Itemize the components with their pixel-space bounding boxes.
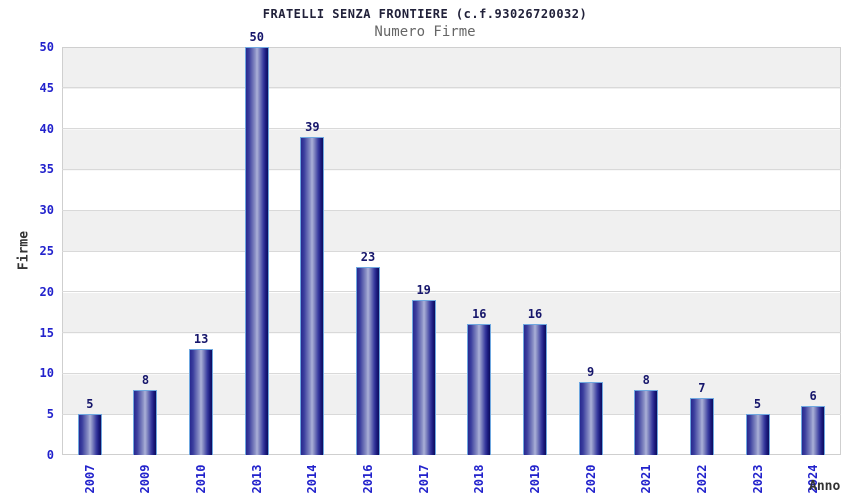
x-tick-label: 2010 xyxy=(194,464,209,494)
x-tick-label: 2014 xyxy=(305,464,320,494)
x-tick-label: 2013 xyxy=(249,464,264,494)
y-tick-label: 30 xyxy=(39,203,54,218)
y-tick-label: 45 xyxy=(39,80,54,95)
gridline xyxy=(62,168,841,170)
bar-value-label: 50 xyxy=(249,30,264,44)
bar xyxy=(578,381,603,455)
bar xyxy=(300,136,325,455)
y-tick-label: 15 xyxy=(39,325,54,340)
bar-value-label: 9 xyxy=(586,364,595,379)
x-tick-label: 2021 xyxy=(639,464,654,494)
chart-title: FRATELLI SENZA FRONTIERE (c.f.9302672003… xyxy=(262,7,588,21)
bar xyxy=(133,389,158,455)
bar xyxy=(189,348,214,455)
x-tick-label: 2018 xyxy=(472,464,487,494)
bar xyxy=(745,414,770,455)
bar-value-label: 13 xyxy=(193,331,209,346)
bar xyxy=(244,47,269,455)
bar xyxy=(522,324,547,455)
y-axis-title: Firme xyxy=(16,230,32,271)
bar xyxy=(634,389,659,455)
chart-subtitle: Numero Firme xyxy=(374,24,476,40)
gridline xyxy=(62,291,841,293)
bar-value-label: 8 xyxy=(141,372,150,387)
gridline xyxy=(62,413,841,415)
y-tick-label: 5 xyxy=(46,407,54,422)
y-tick-label: 50 xyxy=(39,40,54,54)
gridline xyxy=(62,372,841,374)
bar xyxy=(689,397,714,455)
bar xyxy=(77,414,102,455)
bar-value-label: 8 xyxy=(642,372,650,387)
x-tick-label: 2007 xyxy=(82,464,97,494)
bar-value-label: 23 xyxy=(360,250,376,265)
x-axis-title: Anno xyxy=(809,479,841,494)
bar-value-label: 5 xyxy=(86,397,94,412)
y-tick-label: 0 xyxy=(46,448,54,462)
bar-value-label: 16 xyxy=(472,307,487,322)
bar xyxy=(356,267,381,455)
bar xyxy=(411,299,436,455)
x-tick-label: 2009 xyxy=(138,464,153,494)
bar-value-label: 39 xyxy=(305,119,320,134)
gridline xyxy=(62,209,841,211)
gridline xyxy=(62,250,841,252)
gridline xyxy=(62,332,841,334)
bar-value-label: 5 xyxy=(753,397,762,412)
x-tick-label: 2022 xyxy=(694,464,709,494)
x-tick-label: 2020 xyxy=(583,464,598,494)
bar-value-label: 6 xyxy=(809,389,817,404)
bar-value-label: 7 xyxy=(698,380,706,395)
x-tick-label: 2016 xyxy=(361,464,376,494)
bar-value-label: 16 xyxy=(527,307,543,322)
bar xyxy=(467,324,492,455)
x-tick-label: 2019 xyxy=(527,464,542,494)
bar xyxy=(801,406,826,455)
y-tick-label: 10 xyxy=(39,366,54,381)
bar-value-label: 19 xyxy=(416,282,431,297)
x-tick-label: 2017 xyxy=(416,464,431,494)
y-tick-label: 20 xyxy=(39,284,54,299)
y-tick-label: 25 xyxy=(39,244,54,258)
y-tick-label: 35 xyxy=(39,162,54,177)
gridline xyxy=(62,128,841,130)
x-tick-label: 2023 xyxy=(750,464,765,494)
gridline xyxy=(62,87,841,89)
y-tick-label: 40 xyxy=(39,121,54,136)
